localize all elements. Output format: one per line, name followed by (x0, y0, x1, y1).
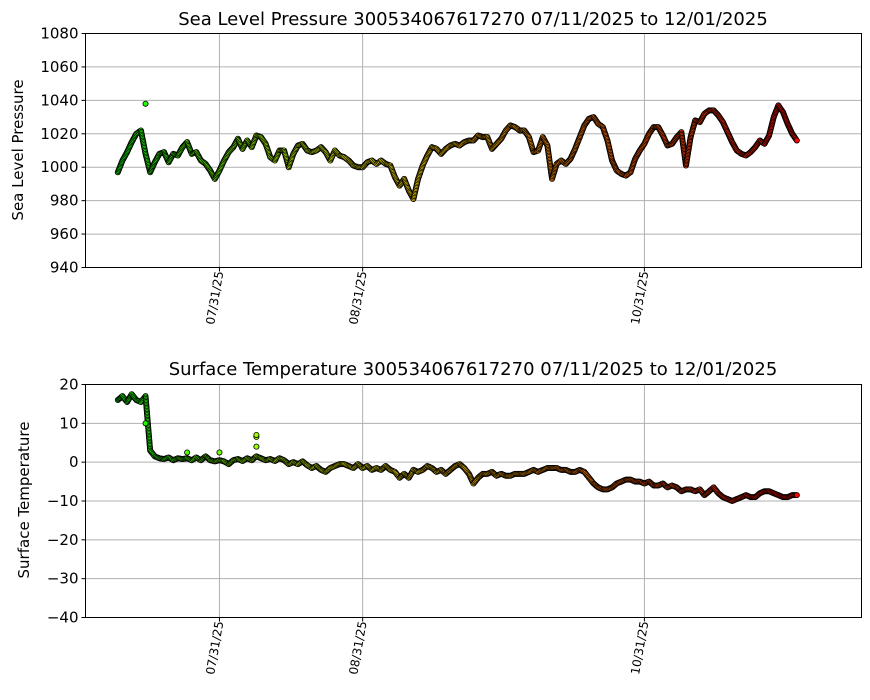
outlier-point (253, 431, 260, 438)
y-tick-label: 960 (50, 225, 79, 243)
chart-title: Surface Temperature 300534067617270 07/1… (169, 359, 778, 380)
x-tick-label: 10/31/25 (628, 270, 651, 326)
y-tick-label: 1080 (40, 25, 78, 43)
outlier-point (253, 443, 260, 450)
y-tick-label: −20 (47, 531, 79, 549)
x-ticks: 07/31/25 08/31/25 10/31/25 (203, 617, 651, 676)
x-tick-label: 08/31/25 (346, 270, 369, 326)
x-ticks: 07/31/25 08/31/25 10/31/25 (203, 267, 651, 326)
outlier-point (184, 449, 191, 456)
data-point (793, 137, 800, 144)
x-tick-label: 07/31/25 (203, 620, 226, 676)
y-tick-label: −30 (47, 570, 79, 588)
outlier-point (142, 420, 149, 427)
y-ticks: −40 −30 −20 −10 0 10 20 (47, 376, 86, 627)
pressure-chart: Sea Level Pressure 300534067617270 07/11… (9, 9, 862, 326)
data-points (114, 100, 800, 202)
plot-frame (85, 33, 862, 268)
grid (85, 384, 862, 618)
chart-title: Sea Level Pressure 300534067617270 07/11… (178, 9, 768, 30)
y-tick-label: 1040 (40, 91, 78, 109)
y-tick-label: −40 (47, 609, 79, 627)
y-ticks: 940 960 980 1000 1020 1040 1060 1080 (40, 25, 86, 277)
x-tick-label: 10/31/25 (628, 620, 651, 676)
y-tick-label: 980 (50, 192, 79, 210)
data-points (114, 391, 800, 504)
temperature-chart: Surface Temperature 300534067617270 07/1… (15, 359, 862, 676)
x-tick-label: 07/31/25 (203, 270, 226, 326)
y-tick-label: 940 (50, 259, 79, 277)
y-tick-label: 20 (59, 376, 78, 394)
y-tick-label: 0 (69, 453, 79, 471)
y-tick-label: −10 (47, 492, 79, 510)
y-tick-label: 10 (59, 414, 78, 432)
outlier-point (142, 100, 149, 107)
outlier-point (216, 449, 223, 456)
grid (85, 33, 862, 268)
y-tick-label: 1000 (40, 158, 78, 176)
y-tick-label: 1020 (40, 125, 78, 143)
y-axis-label: Surface Temperature (15, 422, 33, 579)
data-point (793, 492, 800, 499)
y-axis-label: Sea Level Pressure (9, 79, 27, 220)
x-tick-label: 08/31/25 (346, 620, 369, 676)
y-tick-label: 1060 (40, 58, 78, 76)
